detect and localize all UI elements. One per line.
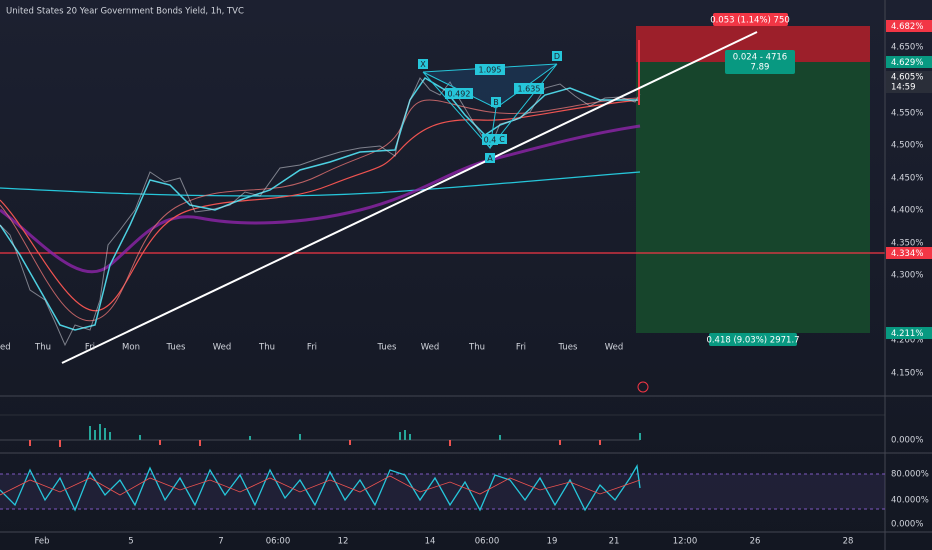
ratio-label: 0.492	[448, 90, 471, 99]
price-label: 4.300%	[891, 271, 923, 281]
time-label: 21	[609, 537, 620, 547]
histogram	[29, 440, 601, 447]
day-label: Tues	[558, 343, 579, 353]
reward-zone	[636, 62, 870, 333]
time-label: 26	[750, 537, 761, 547]
label-box	[709, 333, 797, 346]
point-label: D	[554, 52, 560, 61]
time-label: 12	[338, 537, 349, 547]
day-label: Thu	[34, 343, 51, 353]
ratio-box	[514, 83, 544, 94]
histogram	[89, 424, 641, 440]
ratio-label: 7.89	[751, 63, 770, 73]
time-label: 06:00	[266, 537, 291, 547]
badge-text: 4.629%	[891, 58, 923, 68]
time-label: 12:00	[673, 537, 698, 547]
day-label: Wed	[421, 343, 440, 353]
time-label: 7	[218, 537, 223, 547]
price-label: 4.450%	[891, 174, 923, 184]
badge-text: 4.211%	[891, 329, 923, 339]
ma-mid	[0, 99, 641, 312]
price-axis: 4.650% 4.550% 4.500% 4.450% 4.400% 4.350…	[891, 43, 923, 379]
indicator-label: 0.000%	[891, 520, 923, 530]
indicator-label: 80.000%	[891, 470, 929, 480]
point-box	[491, 97, 501, 107]
badge	[886, 20, 932, 32]
point-box	[497, 134, 507, 144]
indicator-label: 40.000%	[891, 496, 929, 506]
point-box	[418, 59, 428, 69]
day-label: Wed	[605, 343, 624, 353]
ma-slow	[0, 124, 641, 274]
price-label: 4.150%	[891, 369, 923, 379]
label-box	[725, 50, 795, 74]
price-label: 4.550%	[891, 109, 923, 119]
badge	[886, 56, 932, 68]
risk-label: 0.053 (1.14%) 750	[710, 16, 790, 26]
day-label: Tues	[377, 343, 398, 353]
price-label: 4.350%	[891, 239, 923, 249]
point-box	[552, 51, 562, 61]
price	[0, 77, 641, 347]
rsi	[0, 464, 641, 512]
point-label: A	[487, 154, 493, 163]
price-label: 4.500%	[891, 141, 923, 151]
time-axis: Feb 5 7 06:00 12 14 06:00 19 21 12:00 26…	[34, 537, 853, 547]
day-label: Fri	[516, 343, 526, 353]
price-label: 4.400%	[891, 206, 923, 216]
day-label: Mon	[122, 343, 140, 353]
point-label: X	[420, 60, 426, 69]
point-box	[485, 153, 495, 163]
day-labels: ed Thu Fri Mon Tues Wed Thu Fri Tues Wed…	[0, 343, 623, 353]
day-label: Wed	[213, 343, 232, 353]
badge	[886, 247, 932, 259]
point-label: B	[493, 98, 499, 107]
day-label: Thu	[468, 343, 485, 353]
point-label: C	[499, 135, 505, 144]
ratio-label: 0.4	[484, 136, 497, 145]
ratio-label: 1.095	[479, 66, 502, 75]
ma-mid2	[0, 97, 641, 322]
time-label: 19	[547, 537, 558, 547]
chart-title: United States 20 Year Government Bonds Y…	[6, 7, 244, 17]
time-label: 28	[843, 537, 854, 547]
badge-text: 4.334%	[891, 249, 923, 259]
day-label: Fri	[307, 343, 317, 353]
time-label: 06:00	[475, 537, 500, 547]
badge	[886, 71, 932, 93]
indicator-label: 0.000%	[891, 436, 923, 446]
entry-label: 0.024 - 4716	[733, 53, 787, 63]
price-label: 4.650%	[891, 43, 923, 53]
day-label: Thu	[258, 343, 275, 353]
day-label: Fri	[85, 343, 95, 353]
ratio-box	[445, 88, 473, 99]
time-label: Feb	[34, 537, 49, 547]
badge-text: 4.605%	[891, 73, 923, 83]
price-label: 4.200%	[891, 336, 923, 346]
day-label: ed	[0, 343, 11, 353]
badge-text: 4.682%	[891, 22, 923, 32]
time-label: 5	[128, 537, 133, 547]
badge	[886, 327, 932, 339]
alert-icon[interactable]	[637, 381, 649, 393]
ratio-box	[482, 134, 498, 145]
trend-line	[61, 31, 758, 364]
time-label: 14	[425, 537, 436, 547]
ratio-box	[475, 64, 505, 75]
day-label: Tues	[166, 343, 187, 353]
ratio-label: 1.635	[518, 85, 541, 94]
rsi-signal	[0, 475, 641, 496]
countdown: 14:59	[891, 83, 916, 93]
reward-label: 0.418 (9.03%) 2971.7	[706, 336, 799, 346]
label-box	[713, 13, 788, 26]
ma-long	[0, 171, 641, 197]
